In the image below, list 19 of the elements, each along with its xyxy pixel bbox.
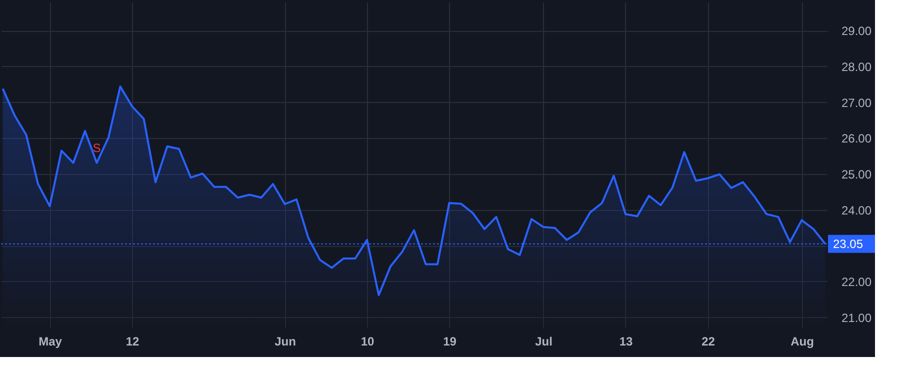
y-tick-label: 28.00 [842, 60, 872, 74]
ref-line-label: 23.05 [833, 236, 864, 251]
y-tick-label: 25.00 [842, 167, 872, 182]
x-tick-label: Jul [535, 334, 552, 348]
y-tick-label: 22.00 [842, 274, 872, 289]
y-tick-label: 24.00 [842, 203, 872, 218]
x-tick-label: 10 [360, 334, 374, 348]
x-tick-label: May [38, 334, 62, 348]
x-tick-label: 12 [126, 334, 140, 348]
annotation: S [92, 140, 101, 155]
x-tick-label: Jun [274, 334, 296, 348]
y-tick-label: 27.00 [842, 96, 872, 110]
x-tick-label: 19 [443, 334, 457, 348]
y-tick-label: 21.00 [842, 310, 872, 325]
y-tick-label: 29.00 [842, 24, 872, 38]
y-tick-label: 26.00 [842, 132, 872, 146]
x-tick-label: Aug [790, 334, 814, 348]
x-tick-label: 22 [702, 334, 716, 348]
x-tick-label: 13 [619, 334, 633, 348]
